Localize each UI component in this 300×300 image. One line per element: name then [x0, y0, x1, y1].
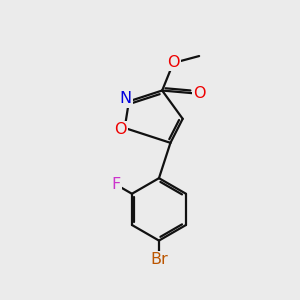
Text: O: O [114, 122, 127, 137]
Text: Br: Br [150, 252, 168, 267]
Text: N: N [119, 92, 131, 106]
Text: O: O [167, 55, 179, 70]
Text: F: F [111, 177, 121, 192]
Text: O: O [194, 86, 206, 101]
